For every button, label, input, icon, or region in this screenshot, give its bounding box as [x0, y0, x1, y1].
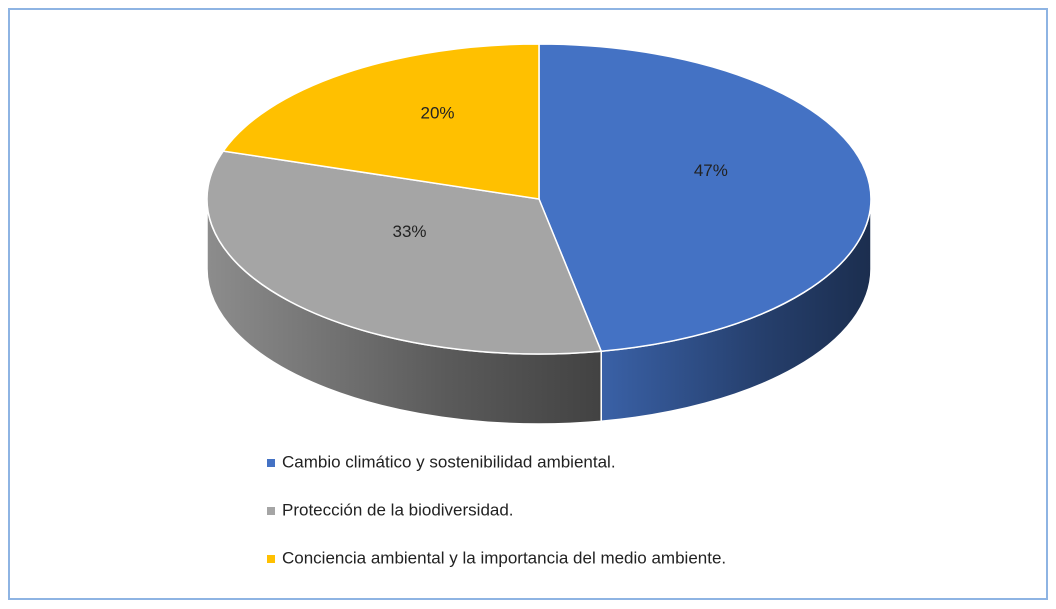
value-label: 20%: [421, 103, 455, 122]
legend-label: Protección de la biodiversidad.: [282, 500, 514, 519]
legend-label: Cambio climático y sostenibilidad ambien…: [282, 452, 616, 471]
value-label: 47%: [694, 161, 728, 180]
pie-slice: [538, 43, 872, 353]
legend-swatch: [267, 459, 275, 467]
legend-swatch: [267, 507, 275, 515]
value-label: 33%: [392, 222, 426, 241]
legend-label: Conciencia ambiental y la importancia de…: [282, 548, 726, 567]
pie-slice: [206, 150, 603, 355]
legend-swatch: [267, 555, 275, 563]
pie-slice: [221, 43, 540, 200]
